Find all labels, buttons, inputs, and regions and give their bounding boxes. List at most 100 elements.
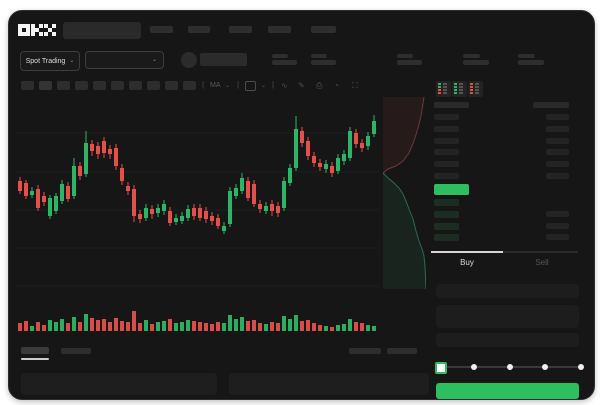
book-bids-glyph <box>454 83 463 94</box>
ask-row-amount <box>546 173 569 179</box>
pair-name-placeholder <box>200 53 247 66</box>
bottom-panel-left <box>21 373 217 395</box>
pencil-icon[interactable]: ✎ <box>298 81 305 90</box>
camera-icon[interactable]: ⎙ <box>316 81 323 90</box>
book-asks-glyph <box>470 83 479 94</box>
interval-button-10[interactable] <box>183 81 196 90</box>
chevron-down-icon: ⌄ <box>151 57 157 63</box>
depth-chart <box>383 97 426 289</box>
tab-buy[interactable]: Buy <box>431 253 503 269</box>
bid-row[interactable] <box>434 199 459 206</box>
wave-icon[interactable]: ∿ <box>281 81 288 90</box>
chevron-down-icon: ⌄ <box>69 58 75 64</box>
bottom-panel-right <box>229 373 429 395</box>
stat-label-1 <box>272 54 288 58</box>
book-combined-glyph <box>438 83 447 94</box>
slider-stop[interactable] <box>507 364 513 370</box>
interval-button-1[interactable] <box>21 81 34 90</box>
candlestick-chart[interactable] <box>16 96 379 333</box>
interval-button-5[interactable] <box>93 81 106 90</box>
bottom-tab-2[interactable] <box>61 348 91 354</box>
market-selector[interactable]: Spot Trading ⌄ <box>20 51 80 71</box>
ask-row-amount <box>546 114 569 120</box>
interval-button-4[interactable] <box>75 81 88 90</box>
nav-item-1[interactable] <box>150 26 173 33</box>
last-price-badge[interactable] <box>434 184 469 195</box>
book-bids-icon[interactable] <box>452 81 467 97</box>
okx-logo-icon <box>18 24 56 36</box>
bottom-action-1[interactable] <box>349 348 381 354</box>
ask-row-amount <box>546 161 569 167</box>
interval-button-3[interactable] <box>57 81 70 90</box>
bid-row-amount <box>546 223 569 229</box>
nav-item-2[interactable] <box>188 26 210 33</box>
ask-row-amount <box>546 126 569 132</box>
ask-row-amount <box>546 138 569 144</box>
bid-row-amount <box>546 234 569 240</box>
bid-row[interactable] <box>434 211 459 218</box>
interval-button-8[interactable] <box>147 81 160 90</box>
chevron-down-icon[interactable]: ⌄ <box>225 83 231 89</box>
toolbar-divider: | <box>237 80 240 89</box>
market-selector-label: Spot Trading <box>25 57 66 65</box>
stat-value-2 <box>311 60 336 65</box>
slider-handle[interactable] <box>435 362 447 374</box>
okx-logo[interactable] <box>18 23 56 38</box>
ask-row[interactable] <box>434 161 459 167</box>
coin-icon <box>181 52 197 68</box>
ask-row[interactable] <box>434 173 459 179</box>
interval-button-9[interactable] <box>165 81 178 90</box>
interval-button-2[interactable] <box>39 81 52 90</box>
bid-row[interactable] <box>434 234 459 241</box>
app-window: Spot Trading ⌄ ⌄ | MA ⌄ | ⌄ | ∿ ✎ ⎙ ◔ ⛶ <box>8 10 595 400</box>
tab-sell[interactable]: Sell <box>506 253 578 269</box>
toolbar-divider: | <box>272 80 275 89</box>
price-field[interactable] <box>436 284 579 298</box>
tab-divider <box>431 251 578 253</box>
book-header-left <box>434 102 469 108</box>
stat-label-2 <box>311 54 327 58</box>
nav-item-4[interactable] <box>268 26 291 33</box>
clock-icon[interactable]: ◔ <box>334 81 339 90</box>
bid-row-amount <box>546 211 569 217</box>
stat-value-4 <box>463 60 489 65</box>
book-asks-icon[interactable] <box>468 81 483 97</box>
pair-selector[interactable]: ⌄ <box>85 51 164 69</box>
slider-stop[interactable] <box>578 364 584 370</box>
stat-label-3 <box>397 54 413 58</box>
stat-value-5 <box>518 60 544 65</box>
bottom-tab-underline <box>21 358 49 360</box>
total-field[interactable] <box>436 333 579 347</box>
chevron-down-icon[interactable]: ⌄ <box>261 83 267 89</box>
interval-button-7[interactable] <box>129 81 142 90</box>
buy-tab-indicator <box>431 251 503 253</box>
indicator-selector[interactable]: MA <box>210 82 221 89</box>
slider-stop[interactable] <box>471 364 477 370</box>
book-combined-icon[interactable] <box>436 81 451 97</box>
ask-row[interactable] <box>434 138 459 144</box>
buy-tab-label: Buy <box>460 258 474 267</box>
stat-value-3 <box>397 60 422 65</box>
book-header-right <box>533 102 569 108</box>
search-input[interactable] <box>63 22 141 39</box>
stat-value-1 <box>272 60 297 65</box>
amount-field[interactable] <box>436 305 579 328</box>
ask-row[interactable] <box>434 114 459 120</box>
toolbar-divider: | <box>202 80 205 89</box>
expand-icon[interactable]: ⛶ <box>352 81 358 90</box>
sell-tab-label: Sell <box>535 258 549 267</box>
ask-row-amount <box>546 149 569 155</box>
nav-item-3[interactable] <box>229 26 252 33</box>
bottom-action-2[interactable] <box>387 348 417 354</box>
chart-style-button[interactable] <box>245 81 256 91</box>
buy-submit-button[interactable] <box>436 383 579 399</box>
bid-row[interactable] <box>434 223 459 230</box>
interval-button-6[interactable] <box>111 81 124 90</box>
stat-label-5 <box>518 54 535 58</box>
nav-item-5[interactable] <box>311 26 336 33</box>
bottom-tab-active[interactable] <box>21 347 49 354</box>
stat-label-4 <box>463 54 480 58</box>
ask-row[interactable] <box>434 149 459 155</box>
slider-stop[interactable] <box>542 364 548 370</box>
ask-row[interactable] <box>434 126 459 132</box>
